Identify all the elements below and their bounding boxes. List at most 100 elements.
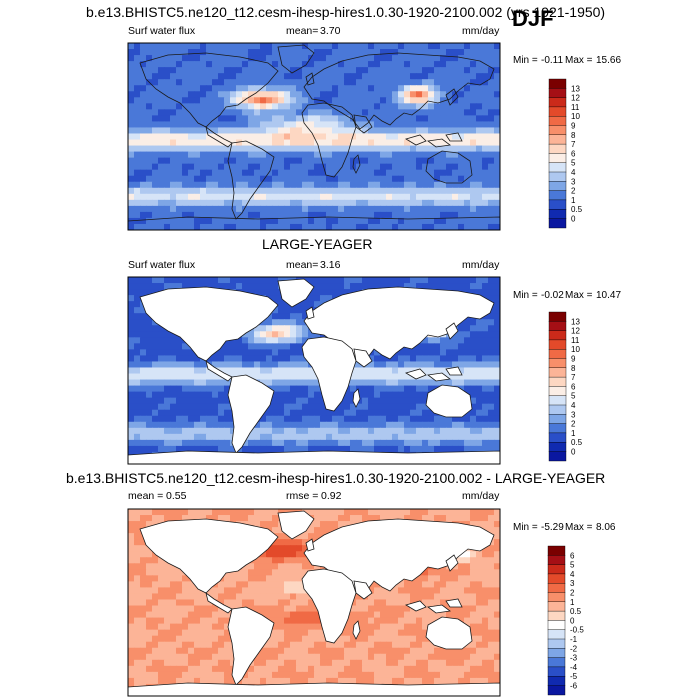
panel2-variable-label: Surf water flux [128, 259, 196, 271]
colorbar-swatch [548, 181, 567, 192]
colorbar-swatch [548, 190, 567, 201]
colorbar-tick-label: 0.5 [570, 607, 582, 616]
colorbar-tick-label: 1 [571, 429, 576, 438]
colorbar-swatch [548, 386, 567, 397]
colorbar-tick-label: 0.5 [571, 438, 583, 447]
colorbar-tick-label: 4 [571, 168, 576, 177]
colorbar-swatch [548, 171, 567, 182]
colorbar-swatch [548, 376, 567, 387]
colorbar-tick-label: 10 [571, 112, 580, 121]
colorbar-tick-label: 6 [571, 149, 576, 158]
colorbar-swatch [548, 423, 567, 434]
panel1-mean-value: 3.70 [320, 25, 341, 37]
colorbar-swatch [548, 330, 567, 341]
colorbar-tick-label: 8 [571, 131, 576, 140]
panel3-rmse-value: 0.92 [321, 490, 342, 502]
colorbar-tick-label: 4 [571, 401, 576, 410]
colorbar-tick-label: 12 [571, 94, 580, 103]
colorbar-tick-label: 11 [571, 336, 580, 345]
colorbar-swatch [547, 629, 566, 640]
colorbar-swatch [547, 583, 566, 593]
colorbar-tick-label: 4 [570, 570, 575, 579]
map-panel-3 [127, 508, 501, 697]
colorbar-swatch [547, 573, 566, 584]
colorbar-tick-label: 9 [571, 122, 576, 131]
colorbar-tick-label: 11 [571, 103, 580, 112]
colorbar-swatch [547, 564, 566, 575]
colorbar-tick-label: 2 [571, 420, 576, 429]
panel3-min-value: -5.29 [541, 522, 564, 533]
panel3-max-value: 8.06 [596, 522, 616, 533]
panel2-title: LARGE-YEAGER [262, 236, 373, 252]
map-panel-1 [127, 42, 501, 231]
field-layer [128, 43, 500, 230]
colorbar-tick-label: 2 [571, 187, 576, 196]
colorbar-swatch [548, 311, 567, 322]
colorbar-swatch [548, 432, 567, 443]
colorbar-swatch [548, 367, 567, 378]
colorbar-tick-label: 7 [571, 140, 576, 149]
colorbar-swatch [548, 395, 567, 406]
colorbar-tick-label: -5 [570, 672, 578, 681]
panel2-min-label: Min = [513, 290, 538, 301]
colorbar-tick-label: 8 [571, 364, 576, 373]
colorbar-tick-label: 7 [571, 373, 576, 382]
colorbar-tick-label: -1 [570, 635, 578, 644]
panel2-min-value: -0.02 [541, 290, 564, 301]
colorbar-swatch [547, 676, 566, 686]
panel1-min-value: -0.11 [541, 55, 564, 66]
colorbar-swatch [548, 97, 567, 108]
colorbar-swatch [547, 620, 566, 631]
colorbar-swatch [548, 199, 567, 210]
panel1-mean-label: mean= [286, 25, 319, 37]
colorbar-swatch [548, 162, 567, 173]
panel1-min-label: Min = [513, 55, 538, 66]
panel2-max-value: 10.47 [596, 290, 622, 301]
colorbar-swatch [548, 88, 567, 99]
panel1-max-label: Max = [565, 55, 593, 66]
colorbar-swatch [548, 358, 567, 369]
panel1-variable-label: Surf water flux [128, 25, 196, 37]
colorbar-swatch [548, 404, 567, 415]
colorbar-swatch [548, 442, 567, 452]
colorbar-swatch [548, 78, 567, 89]
colorbar-tick-label: 0 [570, 616, 575, 625]
colorbar-swatch [548, 218, 567, 229]
colorbar-tick-label: 5 [570, 561, 575, 570]
colorbar-swatch [547, 657, 566, 668]
panel2-max-label: Max = [565, 290, 593, 301]
panel1-max-value: 15.66 [596, 55, 622, 66]
colorbar-tick-label: 3 [570, 579, 575, 588]
panel3-mean-label: mean = [128, 490, 164, 502]
panel3-min-label: Min = [513, 522, 538, 533]
colorbar-tick-label: 12 [571, 327, 580, 336]
panel3-rmse-label: rmse = [286, 490, 319, 502]
colorbar-swatch [548, 349, 567, 359]
colorbar-tick-label: -3 [570, 654, 578, 663]
map-frame [127, 508, 501, 697]
colorbar-tick-label: 13 [571, 84, 580, 93]
colorbar-swatch [548, 414, 567, 424]
colorbar-tick-label: 13 [571, 317, 580, 326]
colorbar-swatch [547, 610, 566, 621]
colorbar-tick-label: 1 [570, 598, 575, 607]
colorbar-tick-label: 0.5 [571, 205, 583, 214]
colorbar-swatch [547, 666, 566, 677]
colorbar-tick-label: 0 [571, 448, 576, 457]
colorbar-swatch [548, 115, 567, 126]
colorbar-tick-label: -4 [570, 663, 578, 672]
colorbar-tick-label: 3 [571, 177, 576, 186]
colorbar-swatch [547, 648, 566, 658]
colorbar-swatch [547, 555, 566, 565]
colorbar-swatch [547, 601, 566, 612]
colorbar-tick-label: 5 [571, 392, 576, 401]
panel3-title: b.e13.BHISTC5.ne120_t12.cesm-ihesp-hires… [66, 470, 606, 486]
field-layer [128, 277, 500, 464]
colorbar-swatch [548, 134, 567, 145]
colorbar-swatch [548, 106, 567, 117]
panel1-title: b.e13.BHISTC5.ne120_t12.cesm-ihesp-hires… [86, 4, 606, 20]
colorbar-swatch [548, 451, 567, 462]
